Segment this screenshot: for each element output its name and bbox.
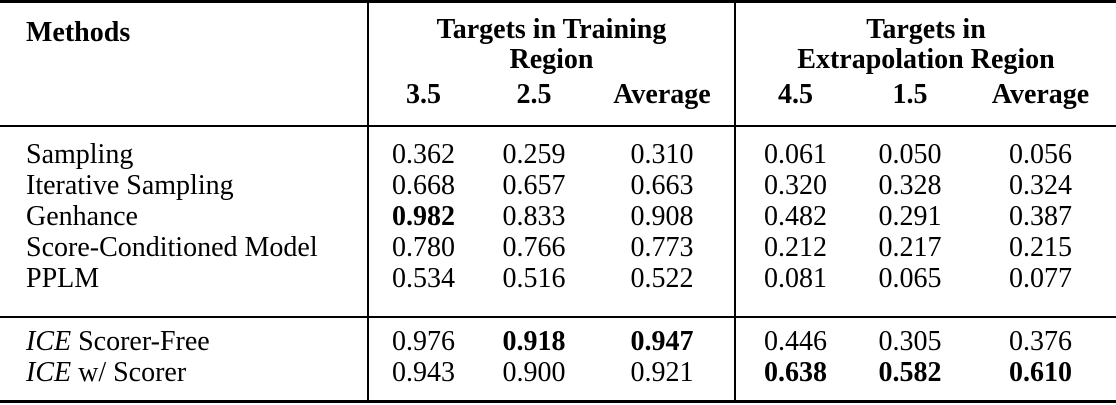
subcol-training-average: Average	[613, 79, 711, 110]
value-cell: 0.668	[367, 170, 478, 201]
table-row: ICE w/ Scorer 0.943 0.900 0.921 0.638 0.…	[0, 357, 1116, 402]
method-label: PPLM	[26, 263, 100, 294]
value-cell: 0.310	[630, 139, 694, 170]
extrapolation-region-group-header: Targets in Extrapolation Region	[734, 1, 1116, 75]
method-cell: Genhance	[0, 201, 368, 232]
method-label: Iterative Sampling	[26, 170, 234, 201]
extrapolation-region-title-line2: Extrapolation Region	[797, 44, 1055, 75]
header-group-row: Methods Targets in Training Region Targe…	[0, 1, 1116, 75]
extrapolation-region-title-line1: Targets in	[866, 14, 986, 45]
value-cell: 0.061	[734, 126, 856, 170]
table-row: PPLM 0.534 0.516 0.522 0.081 0.065 0.077	[0, 263, 1116, 317]
value-cell: 0.446	[734, 317, 856, 357]
value-cell: 0.065	[878, 263, 942, 294]
subcol-extrapolation-average: Average	[991, 79, 1090, 110]
value-cell: 0.943	[367, 357, 478, 402]
subcol-extrapolation-1-5: 1.5	[892, 79, 928, 110]
method-italic-prefix: ICE	[26, 357, 72, 388]
table-row: ICE Scorer-Free 0.976 0.918 0.947 0.446 …	[0, 317, 1116, 357]
value-cell: 0.387	[1009, 201, 1073, 232]
value-cell: 0.362	[367, 126, 478, 170]
method-cell: Iterative Sampling	[0, 170, 368, 201]
value-cell: 0.900	[502, 357, 566, 388]
value-cell: 0.833	[502, 201, 566, 232]
value-cell: 0.982	[367, 201, 478, 232]
subcol-training-3-5: 3.5	[367, 75, 478, 126]
training-region-title-line1: Targets in Training	[436, 14, 667, 45]
value-cell: 0.663	[630, 170, 694, 201]
ice-methods-section: ICE Scorer-Free 0.976 0.918 0.947 0.446 …	[0, 317, 1116, 402]
value-cell: 0.077	[1009, 263, 1073, 294]
baseline-methods-section: Sampling 0.362 0.259 0.310 0.061 0.050 0…	[0, 126, 1116, 317]
subcol-training-2-5: 2.5	[516, 79, 552, 110]
value-cell: 0.516	[502, 263, 566, 294]
value-cell: 0.773	[630, 232, 694, 263]
value-cell: 0.638	[734, 357, 856, 402]
value-cell: 0.081	[734, 263, 856, 317]
method-label: w/ Scorer	[71, 357, 187, 388]
value-cell: 0.766	[502, 232, 566, 263]
method-cell: PPLM	[0, 263, 368, 317]
value-cell: 0.522	[630, 263, 694, 294]
value-cell: 0.610	[1009, 357, 1073, 388]
method-label: Genhance	[26, 201, 138, 232]
value-cell: 0.918	[502, 326, 566, 357]
table-header: Methods Targets in Training Region Targe…	[0, 1, 1116, 126]
method-cell: ICE Scorer-Free	[0, 317, 368, 357]
value-cell: 0.320	[734, 170, 856, 201]
method-label: Scorer-Free	[71, 326, 210, 357]
value-cell: 0.056	[1009, 139, 1073, 170]
method-cell: Sampling	[0, 126, 368, 170]
training-region-group-header: Targets in Training Region	[366, 1, 736, 75]
value-cell: 0.324	[1009, 170, 1073, 201]
training-region-title-line2: Region	[509, 44, 594, 75]
table-row: Iterative Sampling 0.668 0.657 0.663 0.3…	[0, 170, 1116, 201]
value-cell: 0.976	[367, 317, 478, 357]
value-cell: 0.217	[878, 232, 942, 263]
value-cell: 0.482	[734, 201, 856, 232]
value-cell: 0.291	[878, 201, 942, 232]
table-row: Score-Conditioned Model 0.780 0.766 0.77…	[0, 232, 1116, 263]
value-cell: 0.657	[502, 170, 566, 201]
method-cell: Score-Conditioned Model	[0, 232, 368, 263]
table-row: Genhance 0.982 0.833 0.908 0.482 0.291 0…	[0, 201, 1116, 232]
value-cell: 0.259	[502, 139, 566, 170]
value-cell: 0.215	[1009, 232, 1073, 263]
method-italic-prefix: ICE	[26, 326, 72, 357]
value-cell: 0.921	[630, 357, 694, 388]
value-cell: 0.582	[878, 357, 942, 388]
method-label: Sampling	[26, 139, 134, 170]
subcol-extrapolation-4-5: 4.5	[734, 75, 856, 126]
value-cell: 0.328	[878, 170, 942, 201]
method-label: Score-Conditioned Model	[26, 232, 318, 263]
value-cell: 0.534	[367, 263, 478, 317]
value-cell: 0.305	[878, 326, 942, 357]
methods-column-header: Methods	[26, 17, 131, 48]
value-cell: 0.947	[630, 326, 694, 357]
method-cell: ICE w/ Scorer	[0, 357, 368, 402]
header-subcolumn-row: 3.5 2.5 Average 4.5 1.5 Average	[0, 75, 1116, 126]
value-cell: 0.376	[1009, 326, 1073, 357]
value-cell: 0.780	[367, 232, 478, 263]
table-row: Sampling 0.362 0.259 0.310 0.061 0.050 0…	[0, 126, 1116, 170]
value-cell: 0.050	[878, 139, 942, 170]
value-cell: 0.908	[630, 201, 694, 232]
value-cell: 0.212	[734, 232, 856, 263]
